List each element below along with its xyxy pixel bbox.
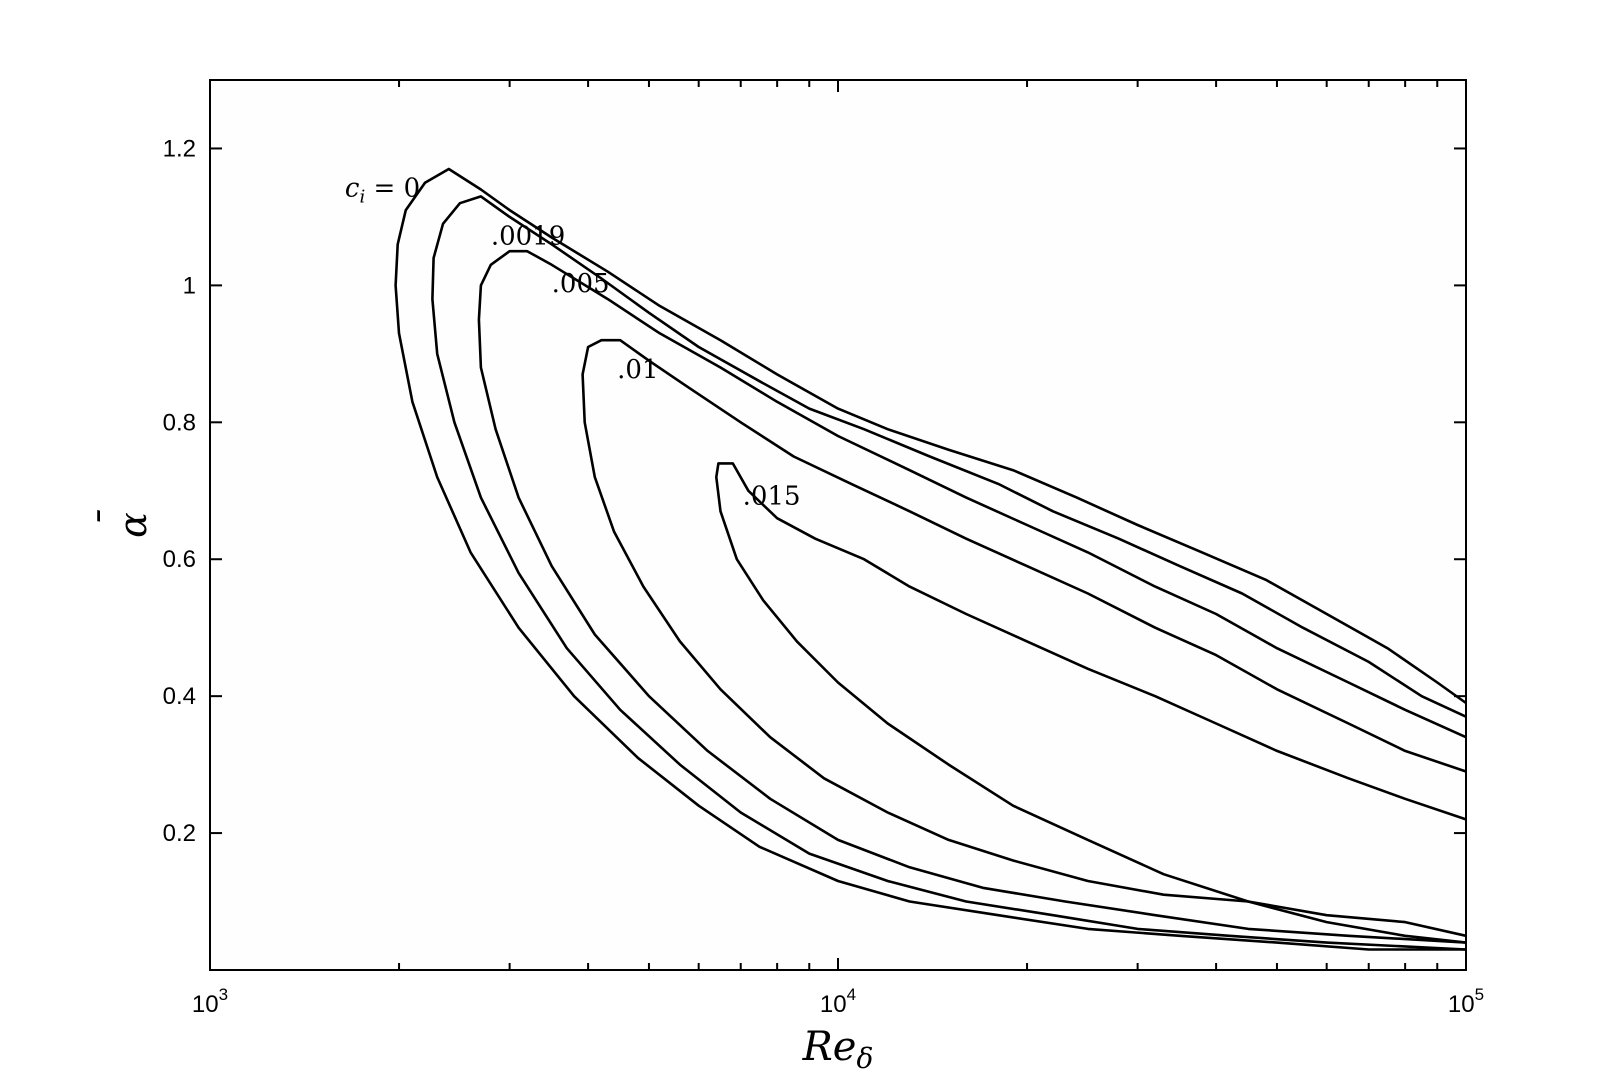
- contour-line-3: [581, 338, 1467, 938]
- contour-line-4: [715, 462, 1467, 944]
- plot-background: [210, 80, 1466, 970]
- contour-line-0: [394, 167, 1467, 951]
- contour-line-1: [431, 195, 1467, 951]
- contour-line-2: [477, 249, 1467, 944]
- y-tick-label: 0.4: [163, 683, 196, 710]
- contour-label: .0019: [491, 221, 565, 251]
- contour-lines: [394, 167, 1467, 951]
- y-tick-label: 0.8: [163, 409, 196, 436]
- x-tick-label-exponent: 3: [219, 985, 228, 1004]
- y-tick-label: 1: [183, 272, 196, 299]
- x-tick-label: 105: [1448, 985, 1484, 1018]
- y-axis-label-main: α: [111, 512, 155, 538]
- x-axis-label-sub: δ: [856, 1042, 873, 1075]
- plot-frame: [209, 79, 1467, 971]
- contour-label: ci = 0: [345, 173, 420, 207]
- x-axis-label: Reδ: [802, 1024, 874, 1075]
- x-tick-label-exponent: 4: [847, 985, 856, 1004]
- contour-label-subscript: i: [359, 186, 365, 207]
- y-tick-label: 1.2: [163, 135, 196, 162]
- contour-labels: ci = 0 .0019 .005 .01 .015: [345, 173, 801, 511]
- x-tick-label-exponent: 5: [1475, 985, 1484, 1004]
- x-axis-label-main: Re: [802, 1024, 857, 1070]
- y-axis-label: ˉ α: [91, 510, 155, 538]
- contour-label: .01: [617, 355, 658, 385]
- y-tick-label: 0.2: [163, 820, 196, 847]
- x-tick-label-base: 10: [1448, 991, 1475, 1018]
- x-tick-label-base: 10: [192, 991, 219, 1018]
- x-tick-label-base: 10: [820, 991, 847, 1018]
- y-tick-label: 0.6: [163, 546, 196, 573]
- contour-label-symbol: c: [345, 173, 360, 203]
- contour-label: .005: [552, 269, 610, 299]
- contour-label: .015: [743, 481, 801, 511]
- x-tick-label: 104: [820, 985, 856, 1018]
- contour-label-value: = 0: [365, 173, 420, 203]
- x-tick-label: 103: [192, 985, 228, 1018]
- y-axis-label-bar: ˉ: [91, 510, 135, 529]
